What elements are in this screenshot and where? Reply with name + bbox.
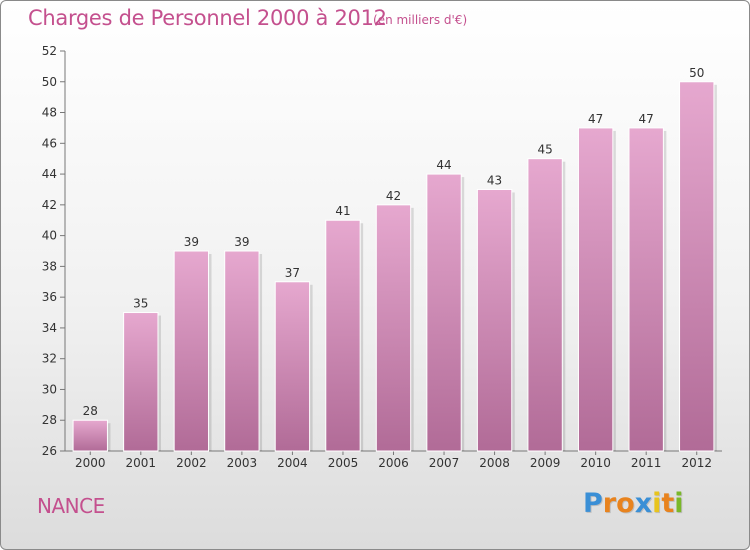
data-labels: 28 35 39 39 37 41 42 44 43 45 47 47 50: [83, 66, 705, 418]
bars: [72, 81, 717, 452]
bar: [628, 127, 664, 452]
brand-letter: t: [661, 488, 675, 519]
bar: [325, 219, 361, 452]
y-tick-label: 40: [42, 229, 57, 243]
chart-title: Charges de Personnel 2000 à 2012: [28, 6, 387, 30]
y-tick-label: 32: [42, 352, 57, 366]
x-tick-label: 2012: [681, 456, 712, 470]
brand-letter: x: [634, 488, 653, 519]
y-tick-label: 28: [42, 413, 57, 427]
bar: [577, 127, 614, 452]
x-axis: 2000 2001 2002 2003 2004 2005 2006 2007 2008 2009…: [65, 450, 722, 470]
x-tick-label: 2006: [378, 456, 409, 470]
bar: [72, 419, 108, 452]
bar: [476, 188, 513, 452]
x-tick-label: 2011: [631, 456, 662, 470]
x-tick-label: 2000: [75, 456, 106, 470]
bar-value-label: 50: [689, 66, 704, 80]
y-tick-label: 46: [42, 136, 57, 150]
x-tick-label: 2002: [176, 456, 207, 470]
brand-letter: i: [674, 488, 684, 519]
x-tick-label: 2008: [479, 456, 510, 470]
y-tick-label: 50: [42, 75, 57, 89]
brand-letter: r: [602, 488, 617, 519]
bar: [274, 281, 311, 452]
x-tick-label: 2010: [580, 456, 611, 470]
bar-value-label: 44: [436, 158, 451, 172]
bar-value-label: 42: [386, 189, 401, 203]
brand-letter: o: [616, 488, 635, 519]
x-tick-label: 2004: [277, 456, 308, 470]
y-tick-label: 42: [42, 198, 57, 212]
x-tick-label: 2001: [126, 456, 157, 470]
y-tick-label: 38: [42, 259, 57, 273]
bar: [224, 250, 260, 452]
y-tick-label: 36: [42, 290, 57, 304]
bar-value-label: 47: [588, 112, 603, 126]
y-tick-label: 26: [42, 444, 57, 458]
bar-value-label: 41: [335, 204, 350, 218]
x-tick-label: 2005: [328, 456, 359, 470]
chart-subtitle: (en milliers d'€): [373, 13, 468, 27]
brand-logo: Proxiti: [583, 488, 684, 519]
y-tick-label: 30: [42, 382, 57, 396]
bar: [527, 158, 563, 452]
bar-value-label: 39: [184, 235, 199, 249]
y-tick-label: 52: [42, 44, 57, 58]
y-tick-label: 34: [42, 321, 57, 335]
x-tick-label: 2009: [530, 456, 561, 470]
brand-letter: i: [652, 488, 662, 519]
y-tick-label: 44: [42, 167, 57, 181]
bar: [679, 81, 715, 452]
bar-value-label: 45: [537, 143, 552, 157]
bar: [375, 204, 412, 452]
y-tick-label: 48: [42, 106, 57, 120]
bar-value-label: 37: [285, 266, 300, 280]
bar: [173, 250, 210, 452]
bar: [426, 173, 462, 452]
brand-letter: P: [583, 488, 603, 519]
bar-value-label: 47: [639, 112, 654, 126]
bar-value-label: 28: [83, 404, 98, 418]
bar-value-label: 35: [133, 297, 148, 311]
bar-value-label: 43: [487, 173, 502, 187]
bar-value-label: 39: [234, 235, 249, 249]
location-label: NANCE: [37, 494, 105, 518]
x-tick-label: 2003: [227, 456, 258, 470]
y-axis: 26 28 30 32 34 36 38 40 42 44 46 48 50 52: [42, 44, 66, 458]
bar: [123, 312, 159, 452]
x-tick-label: 2007: [429, 456, 460, 470]
